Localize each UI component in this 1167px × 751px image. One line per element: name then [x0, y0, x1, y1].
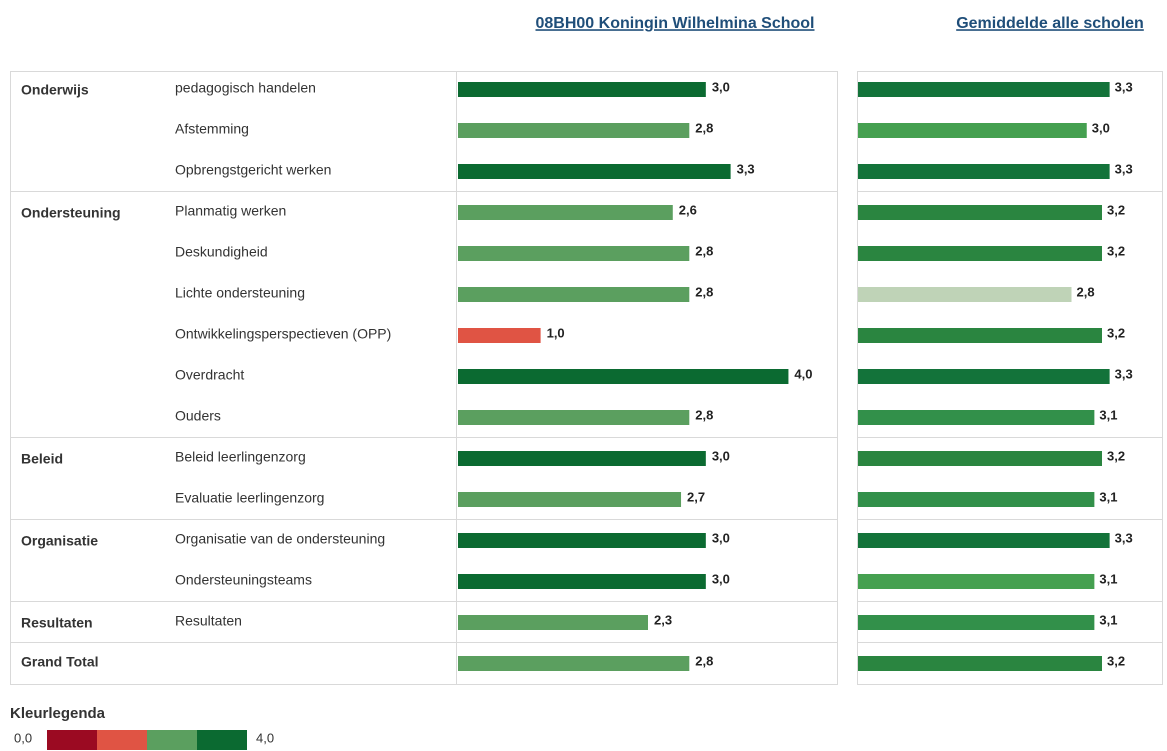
item-label: Planmatig werken	[175, 203, 286, 219]
avg-value: 3,1	[1099, 407, 1117, 422]
school-value: 2,6	[679, 202, 697, 217]
school-value: 2,7	[687, 489, 705, 504]
school-bar	[458, 123, 690, 138]
avg-bar	[858, 451, 1102, 466]
avg-value: 3,3	[1115, 161, 1133, 176]
legend-min: 0,0	[14, 730, 32, 745]
avg-bar	[858, 656, 1102, 671]
school-value: 2,3	[654, 612, 672, 627]
group-label: Beleid	[21, 451, 63, 467]
avg-bar	[858, 82, 1110, 97]
avg-value: 3,2	[1107, 243, 1125, 258]
school-bar	[458, 369, 789, 384]
avg-value: 3,2	[1107, 653, 1125, 668]
right-panel	[857, 71, 1163, 685]
school-value: 3,0	[712, 79, 730, 94]
avg-value: 3,2	[1107, 202, 1125, 217]
avg-bar	[858, 369, 1110, 384]
school-value: 3,3	[737, 161, 755, 176]
avg-value: 3,1	[1099, 612, 1117, 627]
group-label: Organisatie	[21, 533, 98, 549]
avg-bar	[858, 246, 1102, 261]
average-header[interactable]: Gemiddelde alle scholen	[956, 15, 1144, 32]
school-bar	[458, 492, 682, 507]
school-bar	[458, 410, 690, 425]
school-bar	[458, 287, 690, 302]
school-bar	[458, 656, 690, 671]
avg-value: 2,8	[1077, 284, 1095, 299]
avg-value: 3,1	[1099, 571, 1117, 586]
avg-value: 3,3	[1115, 530, 1133, 545]
school-value: 2,8	[695, 407, 713, 422]
avg-bar	[858, 410, 1095, 425]
group-label: Resultaten	[21, 615, 93, 631]
grand-total-label: Grand Total	[21, 654, 99, 670]
legend-swatch	[147, 730, 197, 750]
legend-swatch	[97, 730, 147, 750]
school-bar	[458, 82, 706, 97]
avg-bar	[858, 574, 1095, 589]
avg-bar	[858, 205, 1102, 220]
school-value: 3,0	[712, 571, 730, 586]
school-bar	[458, 451, 706, 466]
avg-bar	[858, 492, 1095, 507]
school-bar	[458, 533, 706, 548]
avg-value: 3,2	[1107, 325, 1125, 340]
left-panel	[10, 71, 838, 685]
group-label: Onderwijs	[21, 82, 89, 98]
school-value: 2,8	[695, 120, 713, 135]
group-label: Ondersteuning	[21, 205, 121, 221]
avg-bar	[858, 615, 1095, 630]
legend-max: 4,0	[256, 730, 274, 745]
item-label: Evaluatie leerlingenzorg	[175, 490, 324, 506]
avg-bar	[858, 287, 1072, 302]
item-label: Ouders	[175, 408, 221, 424]
school-bar	[458, 328, 541, 343]
school-value: 2,8	[695, 284, 713, 299]
school-value: 3,0	[712, 448, 730, 463]
item-label: Beleid leerlingenzorg	[175, 449, 306, 465]
item-label: Organisatie van de ondersteuning	[175, 531, 385, 547]
school-value: 2,8	[695, 653, 713, 668]
avg-value: 3,3	[1115, 79, 1133, 94]
school-value: 3,0	[712, 530, 730, 545]
avg-value: 3,3	[1115, 366, 1133, 381]
school-header[interactable]: 08BH00 Koningin Wilhelmina School	[536, 15, 815, 32]
avg-value: 3,1	[1099, 489, 1117, 504]
item-label: Lichte ondersteuning	[175, 285, 305, 301]
item-label: Ondersteuningsteams	[175, 572, 312, 588]
item-label: Opbrengstgericht werken	[175, 162, 331, 178]
avg-bar	[858, 328, 1102, 343]
item-label: Deskundigheid	[175, 244, 268, 260]
item-label: Overdracht	[175, 367, 244, 383]
school-value: 2,8	[695, 243, 713, 258]
school-bar	[458, 205, 673, 220]
legend-swatch	[47, 730, 97, 750]
school-bar	[458, 164, 731, 179]
school-bar	[458, 615, 648, 630]
item-label: pedagogisch handelen	[175, 80, 316, 96]
school-value: 1,0	[547, 325, 565, 340]
avg-bar	[858, 533, 1110, 548]
item-label: Ontwikkelingsperspectieven (OPP)	[175, 326, 391, 342]
item-label: Resultaten	[175, 613, 242, 629]
avg-value: 3,2	[1107, 448, 1125, 463]
avg-bar	[858, 123, 1087, 138]
legend-title: Kleurlegenda	[10, 705, 106, 722]
school-bar	[458, 246, 690, 261]
avg-bar	[858, 164, 1110, 179]
legend-swatch	[197, 730, 247, 750]
school-bar	[458, 574, 706, 589]
avg-value: 3,0	[1092, 120, 1110, 135]
item-label: Afstemming	[175, 121, 249, 137]
school-value: 4,0	[794, 366, 812, 381]
